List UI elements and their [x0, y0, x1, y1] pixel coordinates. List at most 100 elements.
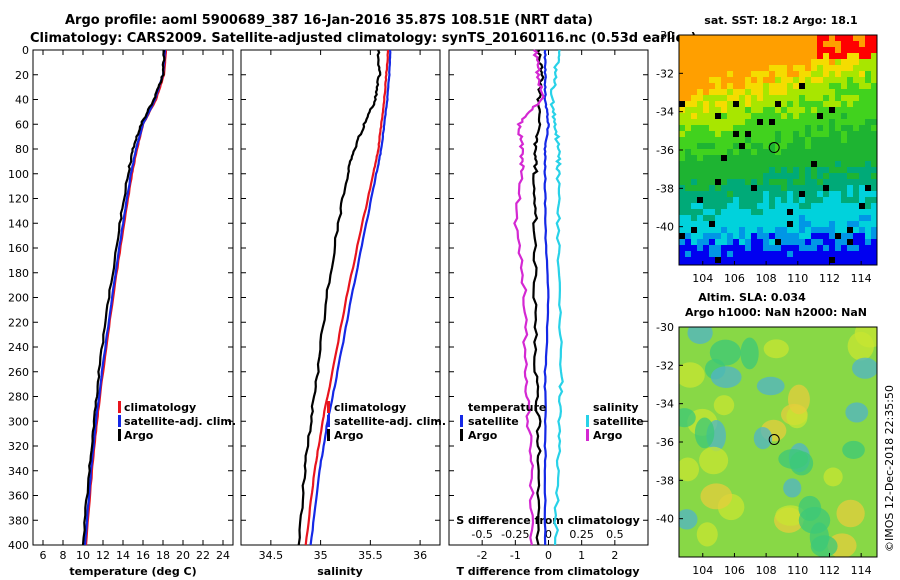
- sst-cell: [763, 185, 769, 191]
- sst-cell: [709, 221, 715, 227]
- sst-cell: [697, 107, 703, 113]
- sst-cell: [871, 143, 877, 149]
- sst-cell: [757, 125, 763, 131]
- sst-cell: [871, 167, 877, 173]
- sst-cell: [715, 83, 721, 89]
- sst-cell: [853, 173, 859, 179]
- sst-cell: [799, 191, 805, 197]
- sst-cell: [817, 233, 823, 239]
- sst-cell: [757, 239, 763, 245]
- sst-cell: [859, 197, 865, 203]
- sst-cell: [775, 95, 781, 101]
- sst-cell: [835, 125, 841, 131]
- sst-cell: [715, 65, 721, 71]
- sst-cell: [733, 47, 739, 53]
- sst-cell: [829, 143, 835, 149]
- sst-cell: [703, 59, 709, 65]
- depth-tick-label: 180: [8, 267, 29, 280]
- sst-cell: [769, 251, 775, 257]
- map-y-tick-label: -34: [656, 398, 674, 411]
- sst-cell: [769, 107, 775, 113]
- map-y-tick-label: -38: [656, 474, 674, 487]
- sst-cell: [865, 197, 871, 203]
- sst-cell: [703, 155, 709, 161]
- sst-cell: [751, 251, 757, 257]
- sst-cell: [745, 119, 751, 125]
- sst-cell: [769, 101, 775, 107]
- sst-cell: [811, 161, 817, 167]
- sst-map: [679, 35, 883, 265]
- map-y-tick-label: -36: [656, 144, 674, 157]
- sst-cell: [859, 167, 865, 173]
- sst-cell: [697, 53, 703, 59]
- sst-cell: [739, 71, 745, 77]
- sst-cell: [823, 233, 829, 239]
- sst-cell: [877, 245, 883, 251]
- sst-cell: [823, 203, 829, 209]
- sst-cell: [721, 161, 727, 167]
- sst-cell: [697, 113, 703, 119]
- depth-tick-label: 120: [8, 193, 29, 206]
- sst-cell: [829, 131, 835, 137]
- sst-cell: [799, 59, 805, 65]
- sst-cell: [721, 239, 727, 245]
- sst-cell: [847, 101, 853, 107]
- sst-cell: [715, 113, 721, 119]
- sst-cell: [871, 227, 877, 233]
- sst-cell: [871, 131, 877, 137]
- sst-cell: [859, 155, 865, 161]
- sst-cell: [769, 173, 775, 179]
- sst-cell: [715, 53, 721, 59]
- sst-cell: [739, 257, 745, 263]
- sst-cell: [853, 89, 859, 95]
- sst-cell: [835, 257, 841, 263]
- sst-cell: [763, 167, 769, 173]
- sst-cell: [847, 215, 853, 221]
- sst-cell: [721, 41, 727, 47]
- sst-cell: [769, 65, 775, 71]
- sst-cell: [679, 197, 685, 203]
- sst-cell: [835, 185, 841, 191]
- sst-cell: [721, 245, 727, 251]
- sst-cell: [781, 101, 787, 107]
- sst-cell: [835, 77, 841, 83]
- sst-cell: [703, 125, 709, 131]
- sst-cell: [763, 107, 769, 113]
- sst-cell: [679, 101, 685, 107]
- map-x-tick-label: 114: [851, 272, 872, 285]
- sst-cell: [721, 89, 727, 95]
- sst-cell: [859, 143, 865, 149]
- sst-cell: [877, 137, 883, 143]
- depth-tick-label: 340: [8, 465, 29, 478]
- sst-cell: [823, 107, 829, 113]
- sst-cell: [841, 149, 847, 155]
- sst-cell: [775, 215, 781, 221]
- s-diff-tick-label: -0.5: [471, 528, 492, 541]
- sst-cell: [745, 113, 751, 119]
- sst-cell: [751, 239, 757, 245]
- sst-cell: [865, 53, 871, 59]
- sst-cell: [853, 239, 859, 245]
- sst-cell: [757, 197, 763, 203]
- sst-cell: [781, 215, 787, 221]
- sst-cell: [775, 185, 781, 191]
- sst-cell: [757, 77, 763, 83]
- sst-cell: [763, 137, 769, 143]
- sst-cell: [799, 131, 805, 137]
- sst-cell: [715, 155, 721, 161]
- sst-cell: [703, 257, 709, 263]
- sst-cell: [799, 47, 805, 53]
- sst-cell: [877, 185, 883, 191]
- sst-cell: [829, 167, 835, 173]
- sst-cell: [721, 185, 727, 191]
- sst-cell: [805, 227, 811, 233]
- sst-cell: [859, 89, 865, 95]
- sst-cell: [823, 245, 829, 251]
- sst-cell: [685, 149, 691, 155]
- sst-map-title: sat. SST: 18.2 Argo: 18.1: [704, 14, 857, 27]
- sst-cell: [865, 227, 871, 233]
- sst-cell: [829, 185, 835, 191]
- sst-cell: [865, 203, 871, 209]
- sst-cell: [775, 197, 781, 203]
- sst-cell: [763, 233, 769, 239]
